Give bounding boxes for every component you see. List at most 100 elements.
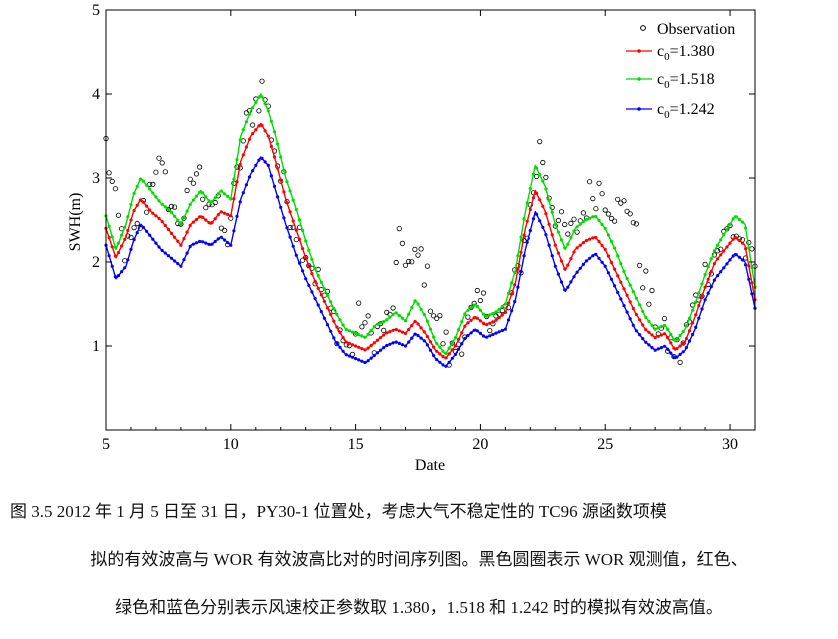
series-point-c1518	[750, 265, 754, 270]
series-point-c1242	[294, 253, 298, 257]
series-point-c1380	[435, 349, 439, 353]
series-point-c1518	[263, 102, 267, 106]
series-point-c1380	[672, 346, 676, 350]
series-point-c1518	[538, 173, 542, 177]
series-point-c1242	[204, 241, 208, 245]
series-point-c1242	[706, 291, 710, 295]
series-point-c1242	[154, 241, 158, 245]
series-point-c1380	[344, 340, 348, 344]
series-point-c1380	[110, 245, 114, 249]
series-point-c1380	[472, 316, 476, 320]
series-point-c1518	[575, 225, 579, 229]
series-point-c1518	[541, 179, 545, 183]
y-tick-label-5: 5	[92, 2, 100, 19]
series-point-c1242	[191, 242, 195, 246]
series-point-c1242	[123, 266, 127, 270]
series-point-c1380	[625, 293, 629, 297]
series-point-c1518	[522, 217, 526, 221]
series-point-c1380	[510, 292, 514, 296]
observation-point	[593, 206, 599, 212]
series-point-c1518	[166, 207, 170, 212]
series-point-c1518	[500, 305, 504, 309]
series-point-c1518	[113, 245, 117, 249]
observation-point	[128, 234, 134, 240]
series-point-c1242	[675, 355, 679, 359]
series-point-c1380	[656, 334, 660, 338]
observation-point	[440, 341, 446, 347]
series-point-c1242	[641, 337, 645, 341]
series-point-c1518	[176, 218, 180, 222]
series-point-c1242	[460, 342, 464, 346]
observation-point	[427, 308, 434, 314]
observation-point	[396, 226, 402, 232]
y-tick-label-4: 4	[92, 86, 100, 103]
observation-point	[599, 191, 605, 197]
observation-point	[434, 315, 440, 321]
observation-point	[459, 351, 465, 357]
observation-point	[122, 258, 128, 264]
series-point-c1380	[223, 211, 227, 215]
legend-label-c1380-rest: =1.380	[670, 43, 715, 60]
series-point-c1518	[475, 304, 479, 308]
model-series	[104, 93, 757, 368]
legend-marker-observation	[640, 25, 646, 31]
series-point-c1518	[126, 215, 130, 219]
series-point-c1380	[313, 279, 317, 283]
axis-ticks	[105, 9, 756, 430]
series-point-c1518	[107, 224, 111, 228]
series-point-c1242	[198, 239, 202, 244]
observation-point	[580, 210, 587, 216]
series-point-c1380	[397, 329, 401, 333]
series-point-c1380	[382, 333, 386, 337]
series-point-c1518	[244, 120, 248, 124]
series-point-c1380	[728, 241, 732, 245]
series-point-c1242	[129, 247, 133, 251]
observation-point	[243, 110, 249, 116]
series-c1380	[104, 122, 757, 360]
series-point-c1242	[528, 228, 532, 233]
series-point-c1380	[700, 294, 704, 298]
observation-point	[197, 164, 203, 170]
series-point-c1380	[694, 313, 698, 317]
series-point-c1518	[432, 335, 436, 339]
observation-point	[106, 170, 112, 176]
series-point-c1518	[653, 327, 657, 331]
observation-point	[430, 313, 437, 319]
series-point-c1242	[360, 359, 364, 363]
observation-point	[643, 268, 649, 274]
observation-point	[465, 314, 471, 320]
series-point-c1518	[744, 226, 748, 230]
series-point-c1380	[338, 330, 342, 334]
series-point-c1518	[291, 198, 295, 202]
observation-point	[303, 254, 309, 261]
observation-point	[590, 196, 596, 202]
series-point-c1518	[416, 302, 420, 306]
y-tick-label-2: 2	[92, 254, 100, 271]
series-point-c1518	[163, 205, 167, 209]
series-point-c1518	[338, 318, 342, 322]
series-point-c1518	[697, 291, 701, 295]
legend-label-c1380-main: c	[657, 43, 664, 60]
series-point-c1380	[522, 233, 526, 237]
series-point-c1518	[528, 186, 532, 191]
series-point-c1380	[126, 228, 130, 233]
series-point-c1380	[550, 233, 554, 237]
series-point-c1518	[566, 242, 570, 246]
series-point-c1518	[578, 222, 582, 226]
series-point-c1242	[260, 156, 264, 160]
series-point-c1380	[354, 344, 358, 348]
series-point-c1242	[609, 277, 614, 281]
series-point-c1242	[506, 318, 511, 322]
series-point-c1380	[497, 316, 501, 320]
observation-point	[240, 138, 246, 144]
series-point-c1518	[619, 262, 623, 266]
series-point-c1242	[653, 348, 657, 352]
series-point-c1380	[460, 331, 464, 335]
series-point-c1242	[138, 224, 142, 228]
series-point-c1518	[198, 190, 202, 194]
series-point-c1242	[659, 346, 664, 350]
series-point-c1242	[372, 353, 376, 358]
series-point-c1518	[369, 328, 373, 333]
series-point-c1380	[288, 210, 292, 214]
series-point-c1518	[363, 335, 367, 339]
